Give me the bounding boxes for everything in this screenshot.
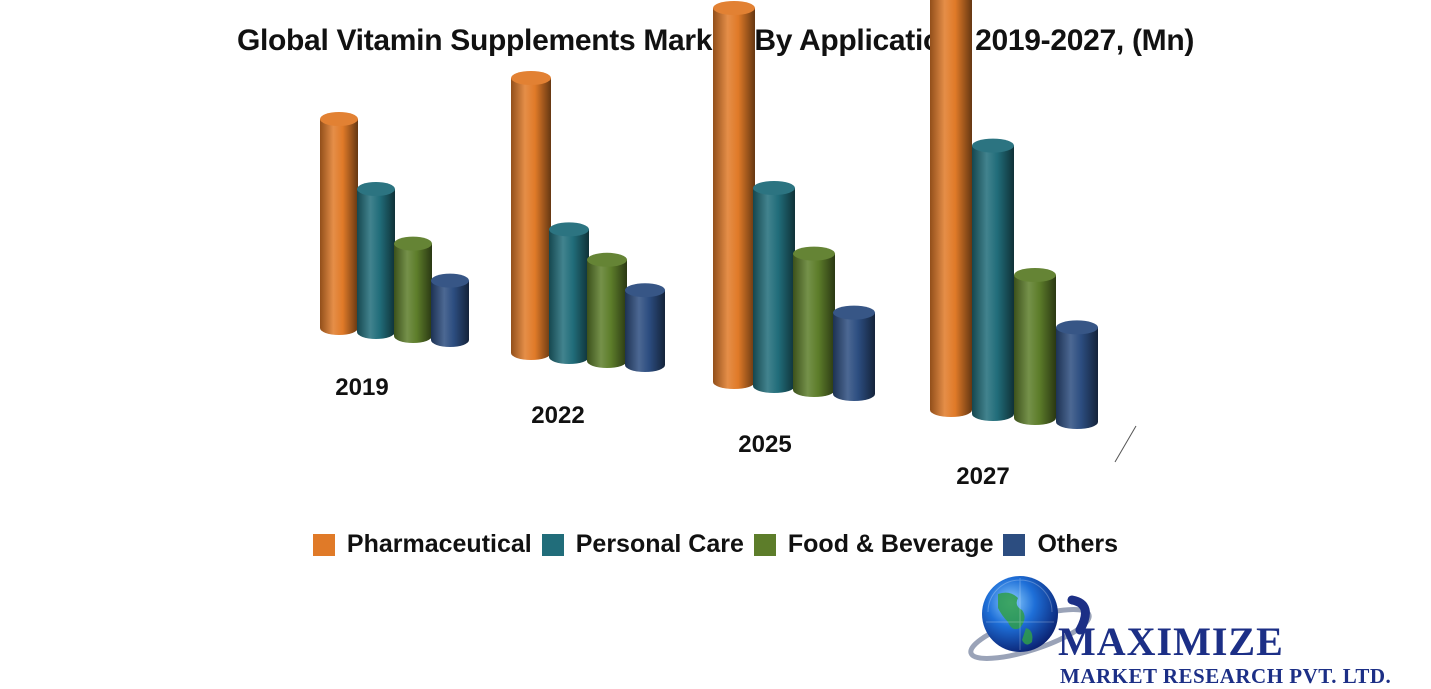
bar-personal-care-2025: [753, 181, 795, 393]
bar-others-2022: [625, 283, 665, 372]
logo-tagline: MARKET RESEARCH PVT. LTD.: [1060, 664, 1392, 688]
legend-swatch: [541, 533, 564, 556]
bar-pharmaceutical-2027: [930, 0, 972, 417]
bar-others-2025: [833, 305, 875, 401]
bar-others-2019: [431, 273, 469, 347]
bar-pharmaceutical-2019: [320, 112, 358, 335]
legend-item-others: Others: [1003, 530, 1118, 559]
logo-name: MAXIMIZE: [1058, 619, 1284, 664]
legend-item-pharmaceutical: Pharmaceutical: [312, 530, 532, 559]
bar-group-2025: [713, 1, 875, 401]
legend-swatch: [1003, 533, 1026, 556]
bar-personal-care-2027: [972, 138, 1014, 421]
bar-personal-care-2022: [549, 222, 589, 364]
floor-edge-line: [1114, 425, 1137, 463]
category-label-2025: 2025: [738, 431, 791, 458]
category-label-2019: 2019: [335, 374, 388, 401]
legend-label: Personal Care: [575, 530, 744, 558]
legend-label: Others: [1037, 530, 1119, 558]
bar-pharmaceutical-2025: [713, 1, 755, 389]
bar-food-beverage-2027: [1014, 268, 1056, 425]
bar-food-beverage-2019: [394, 236, 432, 343]
bar-pharmaceutical-2022: [511, 71, 551, 360]
category-label-2022: 2022: [531, 402, 584, 429]
legend-label: Pharmaceutical: [346, 530, 532, 558]
category-labels: 2019 2022 2025 2027: [335, 374, 1009, 490]
bar-food-beverage-2025: [793, 246, 835, 397]
globe-icon: [968, 576, 1092, 661]
legend-label: Food & Beverage: [787, 530, 994, 558]
legend-swatch: [312, 533, 335, 556]
bar-group-2022: [511, 71, 665, 372]
legend-item-food-beverage: Food & Beverage: [753, 530, 994, 559]
category-label-2027: 2027: [956, 463, 1009, 490]
bar-others-2027: [1056, 320, 1098, 429]
company-logo: MAXIMIZE MARKET RESEARCH PVT. LTD.: [968, 572, 1428, 688]
legend: Pharmaceutical Personal Care Food & Bevera…: [0, 530, 1431, 559]
bars-layer: [320, 0, 1098, 429]
bar-group-2027: [930, 0, 1098, 429]
legend-item-personal-care: Personal Care: [541, 530, 744, 559]
legend-swatch: [753, 533, 776, 556]
bar-food-beverage-2022: [587, 252, 627, 368]
bar-group-2019: [320, 112, 469, 347]
bar-personal-care-2019: [357, 182, 395, 339]
